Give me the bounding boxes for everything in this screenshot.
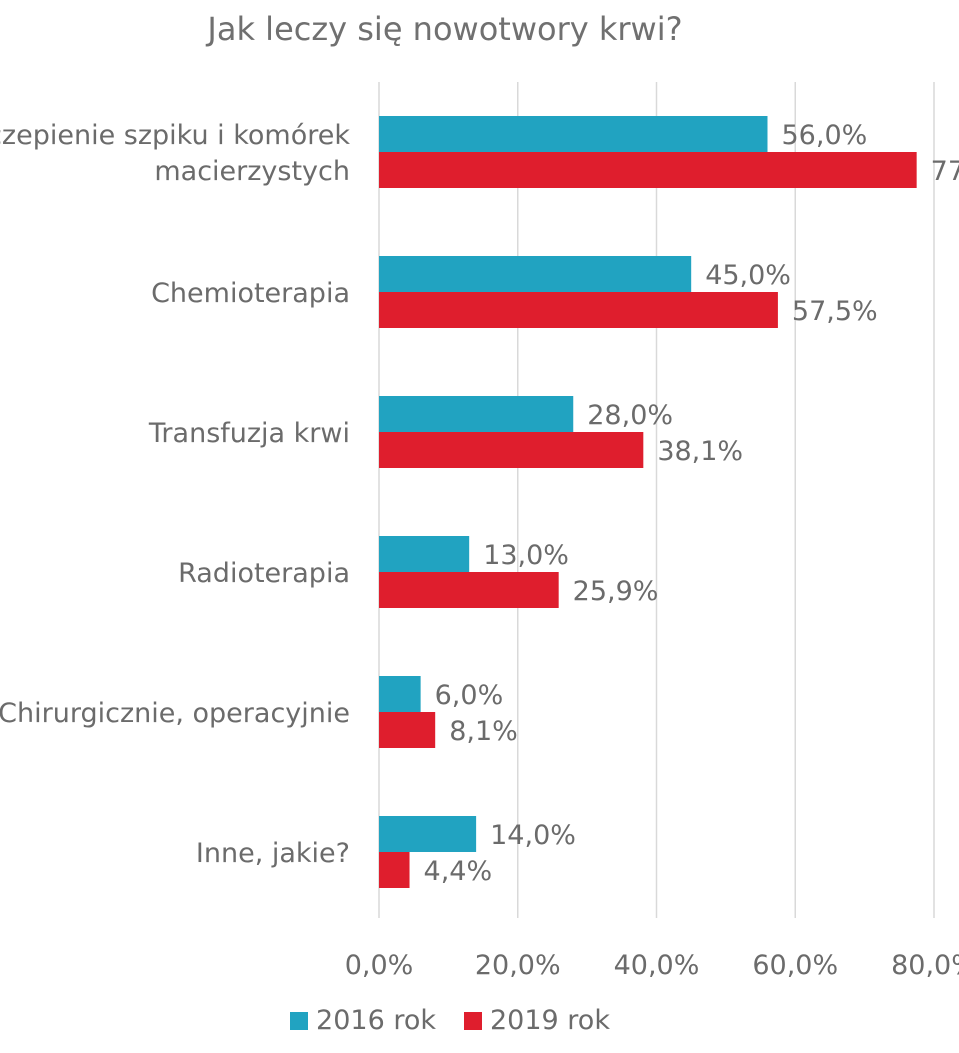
legend-swatch-2019 [464,1011,482,1030]
data-label: 6,0% [435,680,504,711]
data-label: 57,5% [792,296,878,327]
legend-item-2016: 2016 rok [290,1005,436,1036]
x-tick-label: 60,0% [752,950,838,981]
category-label: Przeszczepienie szpiku i komórek [0,120,350,151]
category-label: Radioterapia [178,558,350,589]
category-label: Inne, jakie? [196,838,350,869]
category-label: Chemioterapia [151,278,350,309]
data-label: 4,4% [424,856,493,887]
data-label: 77,5% [931,156,959,187]
bar-2019 [379,432,644,468]
bar-2016 [379,396,574,432]
category-label: macierzystych [154,156,350,187]
bar-2016 [379,256,692,292]
x-tick-label: 0,0% [345,950,414,981]
category-label: Chirurgicznie, operacyjnie [0,698,350,729]
chart-title: Jak leczy się nowotwory krwi? [207,10,683,48]
data-label: 28,0% [587,400,673,431]
data-label: 8,1% [449,716,518,747]
bar-2016 [379,116,768,152]
x-tick-label: 20,0% [475,950,561,981]
data-label: 45,0% [705,260,791,291]
bar-2019 [379,852,410,888]
bar-chart-svg: 0,0% 20,0% 40,0% 60,0% 80,0% Przeszczepienie … [0,82,959,981]
bar-2016 [379,676,421,712]
bar-2016 [379,816,477,852]
bar-2019 [379,572,559,608]
data-label: 56,0% [782,120,868,151]
bar-2019 [379,712,436,748]
legend: 2016 rok 2019 rok [0,1005,900,1036]
x-tick-label: 40,0% [614,950,700,981]
legend-swatch-2016 [290,1011,309,1030]
data-label: 13,0% [483,540,569,571]
bar-2019 [379,152,917,188]
data-label: 14,0% [490,820,576,851]
bar-2019 [379,292,778,328]
legend-label-2016: 2016 rok [316,1005,436,1036]
x-tick-label: 80,0% [891,950,959,981]
bar-2016 [379,536,470,572]
legend-label-2019: 2019 rok [490,1005,610,1036]
data-label: 38,1% [657,436,743,467]
legend-item-2019: 2019 rok [464,1005,610,1036]
data-label: 25,9% [573,576,659,607]
category-label: Transfuzja krwi [148,418,350,449]
